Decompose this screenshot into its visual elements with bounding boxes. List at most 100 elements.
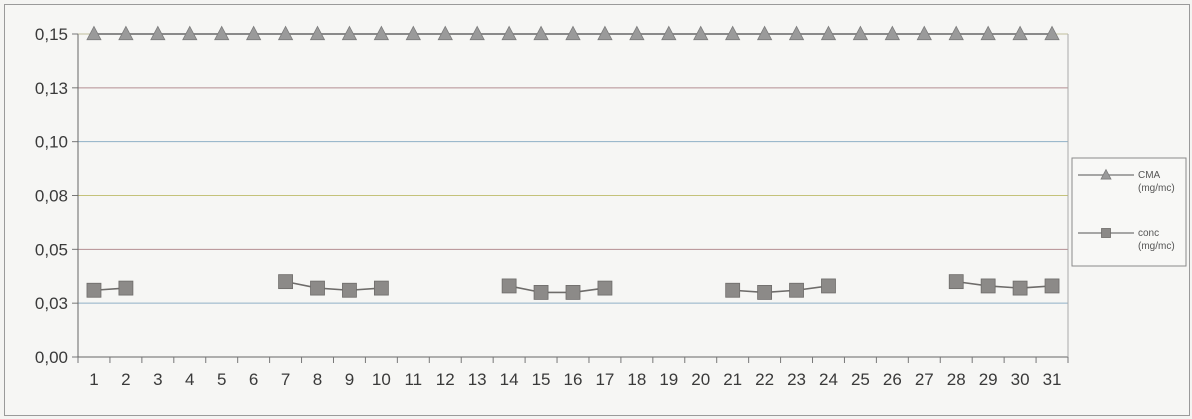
legend-triangle-icon [1100, 168, 1112, 180]
chart-frame [4, 4, 1190, 416]
x-tick-label: 29 [979, 370, 998, 389]
conc-point [1012, 280, 1028, 296]
cma-point [693, 25, 709, 41]
cma-point [916, 25, 932, 41]
x-tick-label: 5 [217, 370, 226, 389]
cma-point [277, 25, 294, 41]
conc-point [86, 282, 102, 298]
y-tick-label: 0,08 [35, 187, 68, 206]
x-tick-label: 27 [915, 370, 934, 389]
cma-point [948, 25, 964, 41]
cma-point [118, 25, 134, 41]
x-tick-label: 15 [532, 370, 551, 389]
cma-point [245, 25, 262, 41]
conc-point [789, 282, 804, 298]
x-tick-label: 8 [313, 370, 322, 389]
cma-point [597, 25, 613, 41]
x-tick-label: 14 [500, 370, 519, 389]
y-tick-label: 0,13 [35, 79, 68, 98]
cma-point [788, 25, 805, 41]
x-tick-label: 10 [372, 370, 391, 389]
legend-label: conc [1138, 228, 1159, 239]
x-tick-label: 21 [723, 370, 742, 389]
cma-point [309, 25, 326, 41]
legend-label: CMA [1138, 170, 1161, 181]
conc-point [533, 284, 549, 300]
cma-point [884, 25, 901, 41]
conc-point [278, 274, 293, 290]
y-tick-label: 0,05 [35, 240, 68, 259]
cma-point [501, 25, 517, 41]
y-tick-label: 0,00 [35, 348, 68, 367]
x-tick-label: 13 [468, 370, 487, 389]
cma-point [214, 25, 230, 41]
conc-point [373, 280, 389, 296]
cma-point [341, 25, 358, 41]
y-tick-label: 0,03 [35, 294, 68, 313]
cma-point [1044, 25, 1060, 41]
conc-point [980, 278, 996, 294]
conc-point [310, 280, 325, 296]
x-tick-label: 26 [883, 370, 902, 389]
legend-label-unit: (mg/mc) [1138, 183, 1175, 194]
y-tick-label: 0,10 [35, 133, 68, 152]
x-tick-label: 6 [249, 370, 258, 389]
axes: 0,000,030,050,080,100,130,151 2 3 4 5 6 7 8 9 10 1… [35, 25, 1069, 389]
cma-point [1012, 25, 1028, 41]
x-tick-label: 9 [345, 370, 354, 389]
x-tick-label: 31 [1043, 370, 1062, 389]
conc-point [757, 284, 773, 300]
cma-point [629, 25, 645, 41]
x-tick-label: 20 [691, 370, 710, 389]
cma-point [533, 25, 549, 41]
x-tick-label: 11 [404, 370, 422, 389]
x-tick-label: 2 [121, 370, 130, 389]
cma-point [182, 25, 198, 41]
cma-point [725, 25, 741, 41]
x-tick-label: 19 [659, 370, 678, 389]
gridlines [78, 33, 1068, 304]
cma-point [980, 25, 996, 41]
cma-point [852, 25, 869, 41]
x-tick-label: 24 [819, 370, 838, 389]
x-tick-label: 17 [595, 370, 614, 389]
conc-point [1044, 278, 1060, 294]
series [86, 25, 1060, 300]
x-tick-label: 28 [947, 370, 966, 389]
x-tick-label: 23 [787, 370, 806, 389]
cma-point [661, 25, 677, 41]
conc-point [565, 284, 581, 300]
cma-point [150, 25, 166, 41]
cma-point [565, 25, 581, 41]
x-tick-label: 18 [627, 370, 646, 389]
x-tick-label: 3 [153, 370, 162, 389]
cma-point [469, 25, 485, 41]
conc-point [118, 280, 134, 296]
legend: CMA (mg/mc) conc (mg/mc) [1071, 157, 1187, 267]
conc-point [597, 280, 613, 296]
x-tick-label: 30 [1011, 370, 1030, 389]
cma-point [86, 25, 102, 41]
conc-point [821, 278, 836, 294]
cma-point [437, 25, 453, 41]
conc-point [948, 274, 964, 290]
cma-point [373, 25, 390, 41]
x-tick-label: 25 [851, 370, 870, 389]
y-tick-label: 0,15 [35, 25, 68, 44]
legend-label-unit: (mg/mc) [1138, 241, 1175, 252]
cma-point [820, 25, 837, 41]
conc-point [342, 282, 357, 298]
conc-point [501, 278, 517, 294]
x-tick-label: 16 [564, 370, 583, 389]
x-tick-label: 22 [755, 370, 774, 389]
x-tick-label: 7 [281, 370, 290, 389]
legend-square-icon [1101, 228, 1111, 238]
conc-point [725, 282, 741, 298]
legend-box [1071, 157, 1187, 267]
x-tick-label: 12 [436, 370, 455, 389]
cma-point [405, 25, 421, 41]
x-tick-label: 1 [89, 370, 98, 389]
cma-point [756, 25, 773, 41]
x-tick-label: 4 [185, 370, 194, 389]
